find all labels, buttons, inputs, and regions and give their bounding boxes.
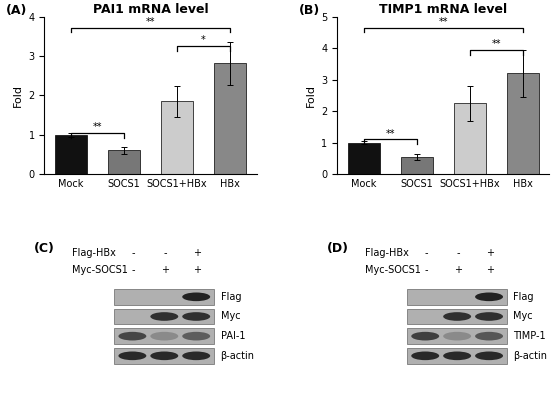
Text: **: ** <box>438 17 448 27</box>
Bar <box>407 309 507 324</box>
Text: Myc: Myc <box>513 311 533 321</box>
Text: Flag: Flag <box>513 292 534 302</box>
Text: -: - <box>132 248 135 258</box>
Ellipse shape <box>475 312 503 321</box>
Text: -: - <box>132 265 135 275</box>
Text: +: + <box>486 248 494 258</box>
Text: +: + <box>162 265 169 275</box>
Text: TIMP-1: TIMP-1 <box>513 331 546 341</box>
Text: (B): (B) <box>299 4 320 17</box>
Bar <box>114 328 214 344</box>
Text: **: ** <box>386 129 395 139</box>
Text: β-actin: β-actin <box>220 351 255 361</box>
Ellipse shape <box>118 332 147 341</box>
Ellipse shape <box>475 332 503 341</box>
Text: -: - <box>456 248 460 258</box>
Text: +: + <box>454 265 462 275</box>
Ellipse shape <box>443 352 471 360</box>
Text: (A): (A) <box>6 4 28 17</box>
Bar <box>114 348 214 364</box>
Title: PAI1 mRNA level: PAI1 mRNA level <box>93 3 208 16</box>
Text: +: + <box>486 265 494 275</box>
Ellipse shape <box>182 312 210 321</box>
Title: TIMP1 mRNA level: TIMP1 mRNA level <box>379 3 507 16</box>
Text: Myc-SOCS1: Myc-SOCS1 <box>365 265 421 275</box>
Ellipse shape <box>150 352 178 360</box>
Text: -: - <box>425 265 428 275</box>
Text: +: + <box>193 248 201 258</box>
Y-axis label: Fold: Fold <box>306 84 316 107</box>
Ellipse shape <box>182 332 210 341</box>
Text: (C): (C) <box>34 242 54 255</box>
Text: *: * <box>201 35 206 45</box>
Ellipse shape <box>150 332 178 341</box>
Bar <box>407 348 507 364</box>
Bar <box>108 150 140 174</box>
Bar <box>114 289 214 305</box>
Y-axis label: Fold: Fold <box>13 84 23 107</box>
Text: β-actin: β-actin <box>513 351 547 361</box>
Bar <box>55 135 87 174</box>
Bar <box>401 157 433 174</box>
Text: PAI-1: PAI-1 <box>220 331 245 341</box>
Ellipse shape <box>182 352 210 360</box>
Bar <box>214 63 246 174</box>
Ellipse shape <box>443 312 471 321</box>
Ellipse shape <box>475 352 503 360</box>
Ellipse shape <box>411 352 439 360</box>
Text: Myc-SOCS1: Myc-SOCS1 <box>72 265 128 275</box>
Text: Flag-HBx: Flag-HBx <box>365 248 408 258</box>
Text: **: ** <box>492 39 501 49</box>
Ellipse shape <box>150 312 178 321</box>
Bar <box>407 328 507 344</box>
Bar <box>161 101 193 174</box>
Text: (D): (D) <box>327 242 349 255</box>
Ellipse shape <box>182 292 210 301</box>
Text: **: ** <box>93 122 102 132</box>
Text: -: - <box>164 248 167 258</box>
Ellipse shape <box>118 352 147 360</box>
Text: +: + <box>193 265 201 275</box>
Ellipse shape <box>411 332 439 341</box>
Bar <box>348 142 380 174</box>
Text: Flag: Flag <box>220 292 241 302</box>
Text: Flag-HBx: Flag-HBx <box>72 248 116 258</box>
Text: Myc: Myc <box>220 311 240 321</box>
Bar <box>407 289 507 305</box>
Text: **: ** <box>146 17 155 27</box>
Ellipse shape <box>475 292 503 301</box>
Bar <box>114 309 214 324</box>
Bar <box>507 73 539 174</box>
Text: -: - <box>425 248 428 258</box>
Ellipse shape <box>443 332 471 341</box>
Bar <box>454 103 486 174</box>
